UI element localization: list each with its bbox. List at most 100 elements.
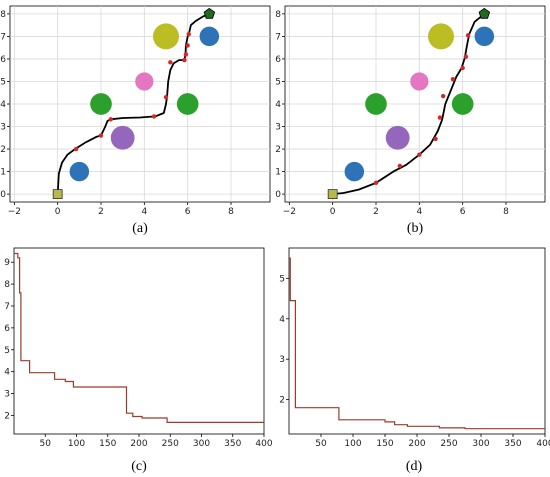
x-tick-label: 6 [185,207,191,217]
y-tick-label: 4 [4,368,10,378]
caption-a: (a) [132,221,148,236]
x-tick-label: 300 [193,439,210,449]
waypoint-point [397,163,403,169]
waypoint-point [73,146,79,152]
waypoint-point [98,133,104,138]
x-tick-label: 50 [40,439,52,449]
obstacle-circle [90,93,112,115]
waypoint-point [182,57,187,63]
y-tick-label: 7 [0,32,6,42]
obstacle-circle [69,161,90,182]
y-tick-label: 6 [275,55,281,65]
x-tick-label: 2 [98,207,104,217]
x-tick-label: 8 [228,207,234,217]
x-tick-label: 8 [503,207,509,217]
obstacle-circle [135,72,154,91]
x-tick-label: 2 [373,207,379,217]
y-tick-label: 4 [279,315,285,325]
waypoint-point [151,114,157,119]
x-tick-label: −2 [8,207,21,217]
goal-marker [478,7,491,19]
x-tick-label: 4 [141,207,147,217]
waypoint-point [185,43,190,48]
x-tick-label: 300 [472,439,489,449]
start-marker [52,189,63,200]
y-tick-label: 8 [0,10,6,20]
y-tick-label: 3 [275,123,281,133]
waypoint-point [450,77,456,82]
y-tick-label: 1 [275,168,281,178]
y-tick-label: 2 [4,411,10,421]
obstacle-circle [176,93,199,115]
x-tick-label: 350 [504,439,521,449]
x-tick-label: 0 [330,207,336,217]
x-tick-label: 200 [408,439,425,449]
x-tick-label: −2 [283,207,296,217]
waypoint-point [463,54,469,59]
waypoint-point [108,117,113,122]
waypoint-point [433,136,438,142]
waypoint-point [440,93,446,99]
y-tick-label: 3 [279,355,285,365]
obstacle-circle [110,125,135,150]
y-tick-label: 4 [0,100,6,110]
axes-frame-d [288,247,546,435]
waypoint-point [373,180,379,186]
cost-curve-line [14,252,264,423]
waypoint-point [163,95,169,100]
cost-curve-line [289,257,545,430]
obstacle-circle [385,125,410,150]
y-tick-label: 5 [279,274,285,284]
y-tick-label: 0 [275,190,281,200]
x-tick-label: 6 [460,207,466,217]
y-tick-label: 3 [4,390,10,400]
y-tick-label: 7 [275,32,281,42]
obstacle-circle [344,161,365,182]
x-tick-label: 350 [224,439,241,449]
obstacle-circle [451,93,474,115]
caption-c: (c) [131,459,147,474]
y-tick-label: 0 [0,190,6,200]
obstacle-circle [365,93,387,115]
x-tick-label: 200 [130,439,147,449]
y-tick-label: 6 [4,324,10,334]
obstacle-circle [428,23,454,50]
waypoint-point [437,115,443,120]
y-tick-label: 1 [0,168,6,178]
x-tick-label: 150 [99,439,116,449]
x-tick-label: 50 [315,439,327,449]
y-tick-label: 3 [0,123,6,133]
x-tick-label: 0 [55,207,61,217]
y-tick-label: 8 [4,280,10,290]
obstacle-circle [153,23,179,50]
x-tick-label: 100 [344,439,361,449]
x-tick-label: 4 [416,207,422,217]
y-tick-label: 7 [4,302,10,312]
obstacle-circle [410,72,429,91]
waypoint-point [460,65,465,71]
cost-plot-c: 50 100 150 200 250 300 350 400 2 3 4 5 6 7 8 9 [4,247,273,449]
obstacle-circle [199,26,220,47]
caption-d: (d) [406,459,423,474]
cost-plot-d: 50 100 150 200 250 300 350 400 2 3 4 5 [279,247,550,449]
obstacle-circle [474,26,495,47]
y-tick-label: 8 [275,10,281,20]
y-tick-label: 6 [0,55,6,65]
x-tick-label: 150 [376,439,393,449]
waypoint-point [183,52,189,57]
caption-b: (b) [407,221,424,236]
axes-frame-c [13,247,265,435]
start-marker [327,189,338,200]
y-tick-label: 9 [4,258,10,268]
y-tick-label: 4 [275,100,281,110]
x-tick-label: 400 [536,439,550,449]
goal-marker [203,7,216,19]
x-tick-label: 250 [440,439,457,449]
waypoint-point [186,31,191,37]
y-tick-label: 2 [275,145,281,155]
y-tick-label: 5 [275,77,281,87]
x-tick-label: 400 [255,439,272,449]
y-tick-label: 5 [0,77,6,87]
